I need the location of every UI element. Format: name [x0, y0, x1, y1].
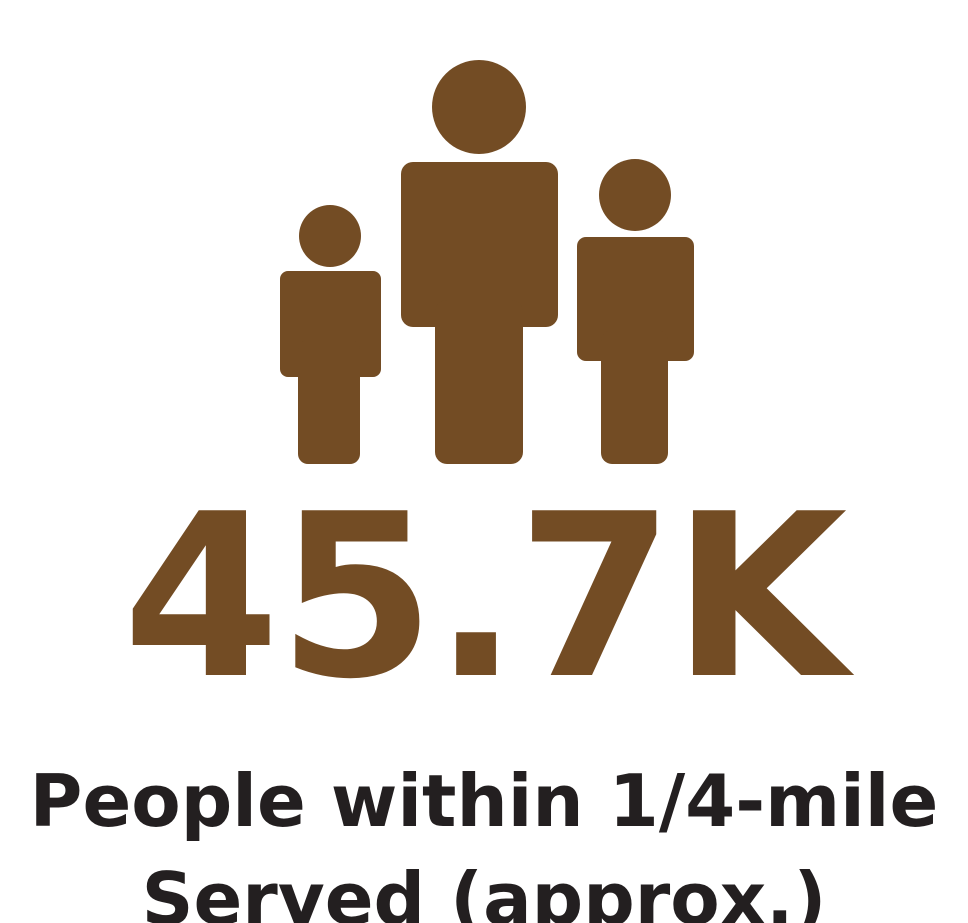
stat-value: 45.7K	[122, 466, 848, 729]
people-group-icon	[280, 60, 694, 464]
stat-caption-line-1: People within 1/4-mile	[29, 759, 939, 843]
child-right-figure	[577, 159, 694, 464]
adult-figure	[401, 60, 558, 464]
stat-caption-line-2: Served (approx.)	[141, 857, 827, 923]
child-left-figure	[280, 205, 381, 464]
stat-caption: People within 1/4-mile Served (approx.)	[0, 752, 968, 923]
